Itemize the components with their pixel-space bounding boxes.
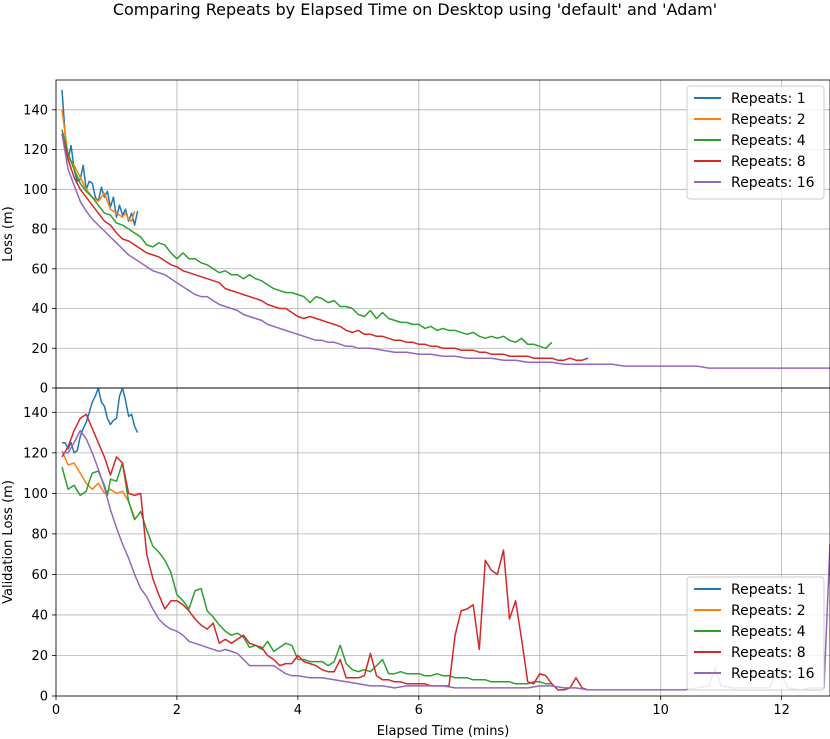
bottom-series-repeats-1	[62, 388, 139, 454]
bottom-panel-validation-loss: 0 20 40 60 80 100 120 140 0 2 4 6 8 10 12 Validation Lo…	[1, 387, 830, 739]
top-series-repeats-16	[61, 133, 830, 369]
bottom-series-group	[61, 388, 830, 691]
bottom-series-repeats-2	[61, 450, 136, 518]
top-ytick-label: 20	[31, 342, 48, 357]
bottom-ytick-label: 100	[23, 487, 48, 502]
bottom-legend: Repeats: 1 Repeats: 2 Repeats: 4 Repeats: 8…	[686, 576, 825, 691]
top-ylabel: Loss (m)	[1, 206, 16, 261]
bottom-ytick-label: 140	[23, 406, 48, 421]
top-ytick-label: 80	[31, 223, 48, 238]
figure-title: Comparing Repeats by Elapsed Time on Des…	[112, 0, 718, 19]
bottom-ytick-label: 60	[31, 568, 48, 583]
bottom-ytick-label: 0	[40, 690, 48, 705]
bottom-legend-label: Repeats: 2	[731, 603, 806, 619]
bottom-xtick-label: 6	[415, 703, 423, 718]
bottom-series-repeats-4	[61, 462, 552, 685]
top-series-group	[61, 89, 830, 369]
bottom-xtick-label: 4	[294, 703, 302, 718]
bottom-ylabel: Validation Loss (m)	[1, 480, 16, 604]
bottom-series-repeats-8	[61, 413, 589, 691]
bottom-axes-frame	[55, 387, 830, 697]
top-legend-label: Repeats: 8	[731, 154, 806, 170]
top-legend-label: Repeats: 1	[731, 91, 806, 107]
bottom-xtick-label: 10	[652, 703, 669, 718]
bottom-ytick-label: 120	[23, 446, 48, 461]
top-ytick-label: 140	[23, 103, 48, 118]
bottom-legend-box	[686, 576, 825, 691]
bottom-series-repeats-16	[62, 429, 830, 691]
top-legend: Repeats: 1 Repeats: 2 Repeats: 4 Repeats: 8…	[686, 85, 825, 200]
top-ytick-label: 40	[31, 302, 48, 317]
bottom-legend-label: Repeats: 16	[731, 666, 815, 682]
top-ytick-label: 0	[40, 382, 48, 397]
bottom-xtick-label: 2	[173, 703, 181, 718]
top-ytick-label: 120	[23, 143, 48, 158]
top-ytick-label: 100	[23, 183, 48, 198]
bottom-xlabel: Elapsed Time (mins)	[377, 724, 510, 739]
bottom-xtick-label: 8	[536, 703, 544, 718]
top-legend-label: Repeats: 4	[731, 133, 806, 149]
top-series-repeats-8	[61, 133, 589, 361]
bottom-ytick-label: 40	[31, 608, 48, 623]
top-ytick-label: 60	[31, 262, 48, 277]
bottom-xtick-label: 0	[52, 703, 60, 718]
bottom-legend-label: Repeats: 8	[731, 645, 806, 661]
bottom-legend-label: Repeats: 4	[731, 624, 806, 640]
bottom-legend-label: Repeats: 1	[731, 582, 806, 598]
bottom-ytick-label: 20	[31, 649, 48, 664]
bottom-ytick-label: 80	[31, 527, 48, 542]
top-legend-label: Repeats: 16	[731, 175, 815, 191]
top-series-repeats-4	[61, 129, 553, 350]
top-legend-box	[686, 85, 825, 200]
bottom-xtick-label: 12	[773, 703, 790, 718]
top-legend-label: Repeats: 2	[731, 112, 806, 128]
